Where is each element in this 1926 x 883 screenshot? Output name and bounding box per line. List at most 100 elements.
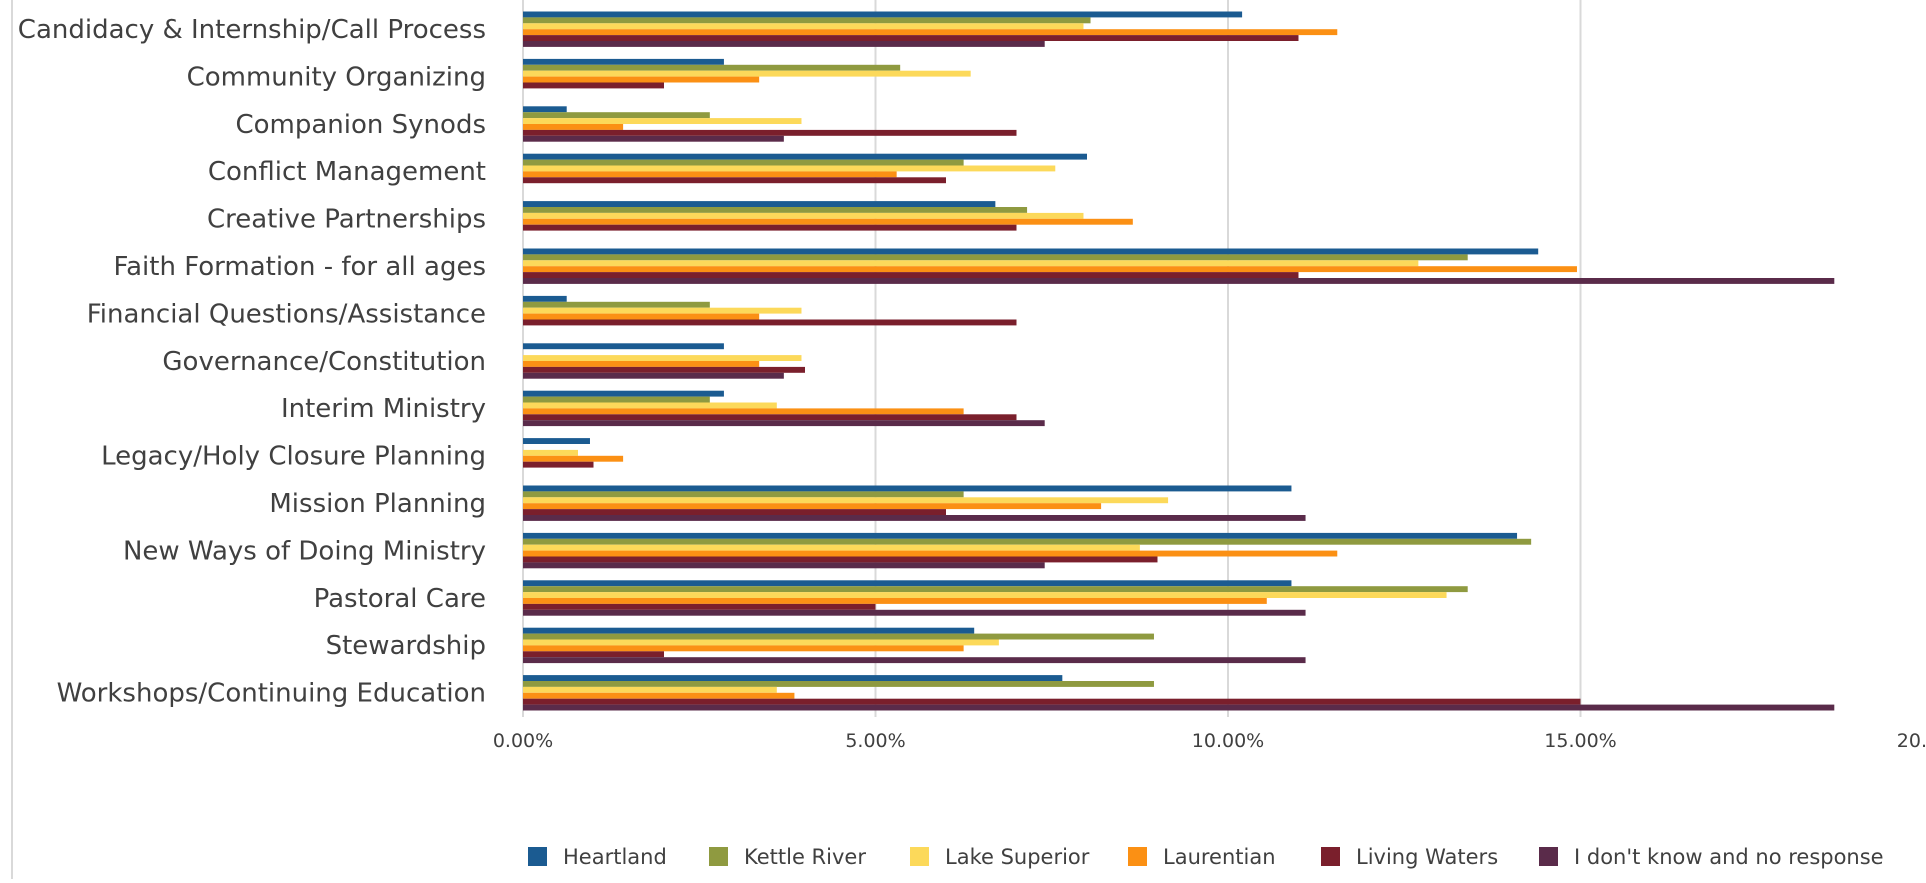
bar-laurentian-governance-constitution <box>523 361 760 367</box>
bar-lake-superior-pastoral-care <box>523 592 1447 598</box>
category-label: Candidacy & Internship/Call Process <box>18 15 486 45</box>
bar-laurentian-financial-questions-assistance <box>523 313 760 320</box>
bar-kettle-river-faith-formation-for-all-ages <box>523 254 1468 261</box>
bar-laurentian-stewardship <box>523 645 964 652</box>
bar-i-don-t-know-and-no-response-faith-formation-for-all-ages <box>523 278 1835 284</box>
category-label: New Ways of Doing Ministry <box>123 536 486 566</box>
bar-living-waters-conflict-management <box>523 177 946 184</box>
bar-kettle-river-creative-partnerships <box>523 207 1028 213</box>
bar-lake-superior-governance-constitution <box>523 355 802 361</box>
bar-laurentian-pastoral-care <box>523 598 1267 604</box>
bar-i-don-t-know-and-no-response-workshops-continuing-education <box>523 704 1835 711</box>
bar-living-waters-faith-formation-for-all-ages <box>523 272 1299 278</box>
bar-heartland-pastoral-care <box>523 580 1292 587</box>
category-label: Faith Formation - for all ages <box>114 252 486 282</box>
bar-kettle-river-conflict-management <box>523 159 964 166</box>
bar-heartland-mission-planning <box>523 485 1292 492</box>
bar-lake-superior-creative-partnerships <box>523 212 1084 219</box>
bar-kettle-river-new-ways-of-doing-ministry <box>523 538 1532 545</box>
legend-swatch-kettle-river <box>709 847 728 866</box>
bar-laurentian-conflict-management <box>523 171 897 178</box>
bar-living-waters-financial-questions-assistance <box>523 319 1017 326</box>
bar-kettle-river-stewardship <box>523 633 1154 640</box>
bar-laurentian-faith-formation-for-all-ages <box>523 266 1577 273</box>
bar-i-don-t-know-and-no-response-candidacy-internship-call-process <box>523 41 1045 47</box>
bar-living-waters-legacy-holy-closure-planning <box>523 461 594 468</box>
bar-living-waters-workshops-continuing-education <box>523 698 1581 705</box>
legend-swatch-heartland <box>528 847 547 866</box>
bar-kettle-river-pastoral-care <box>523 586 1468 593</box>
bar-living-waters-pastoral-care <box>523 603 876 610</box>
bar-i-don-t-know-and-no-response-mission-planning <box>523 515 1306 521</box>
legend-swatch-laurentian <box>1128 847 1147 866</box>
bar-lake-superior-conflict-management <box>523 165 1056 172</box>
bar-living-waters-mission-planning <box>523 509 946 515</box>
x-tick-label: 15.00% <box>1544 730 1616 752</box>
bar-lake-superior-financial-questions-assistance <box>523 307 802 314</box>
bar-laurentian-workshops-continuing-education <box>523 692 795 699</box>
category-label: Mission Planning <box>269 489 486 519</box>
legend-swatch-living-waters <box>1321 847 1340 866</box>
x-tick-label: 0.00% <box>493 730 553 752</box>
bar-laurentian-candidacy-internship-call-process <box>523 29 1338 36</box>
bar-heartland-workshops-continuing-education <box>523 675 1063 681</box>
bar-lake-superior-legacy-holy-closure-planning <box>523 449 578 456</box>
bar-heartland-financial-questions-assistance <box>523 295 567 302</box>
bar-living-waters-stewardship <box>523 651 664 658</box>
bar-heartland-governance-constitution <box>523 343 724 350</box>
bar-lake-superior-interim-ministry <box>523 402 777 409</box>
bar-lake-superior-faith-formation-for-all-ages <box>523 260 1419 267</box>
bar-lake-superior-new-ways-of-doing-ministry <box>523 544 1140 551</box>
bar-laurentian-community-organizing <box>523 76 760 83</box>
category-label: Conflict Management <box>208 157 486 187</box>
category-label: Workshops/Continuing Education <box>57 679 486 709</box>
bar-heartland-conflict-management <box>523 153 1087 160</box>
bar-heartland-companion-synods <box>523 106 567 113</box>
bar-living-waters-creative-partnerships <box>523 224 1017 231</box>
bar-lake-superior-workshops-continuing-education <box>523 686 777 693</box>
bar-kettle-river-workshops-continuing-education <box>523 681 1154 687</box>
bar-lake-superior-community-organizing <box>523 70 971 77</box>
bar-heartland-faith-formation-for-all-ages <box>523 248 1539 255</box>
legend: Heartland Kettle River Lake Superior Lauren… <box>528 845 1884 869</box>
bar-lake-superior-candidacy-internship-call-process <box>523 23 1084 30</box>
category-labels: Candidacy & Internship/Call Process Commu… <box>18 15 486 709</box>
x-tick-label: 20.00% <box>1897 730 1926 752</box>
bar-living-waters-community-organizing <box>523 82 664 89</box>
bar-kettle-river-community-organizing <box>523 64 901 71</box>
legend-label-living-waters: Living Waters <box>1356 845 1498 869</box>
bar-living-waters-new-ways-of-doing-ministry <box>523 556 1158 563</box>
bar-kettle-river-candidacy-internship-call-process <box>523 17 1091 24</box>
bar-kettle-river-financial-questions-assistance <box>523 301 710 308</box>
category-label: Legacy/Holy Closure Planning <box>101 442 486 472</box>
category-label: Financial Questions/Assistance <box>87 299 486 329</box>
category-label: Creative Partnerships <box>207 205 486 235</box>
legend-label-i-don-t-know-and-no-response: I don't know and no response <box>1574 845 1884 869</box>
bar-heartland-creative-partnerships <box>523 201 996 207</box>
category-label: Pastoral Care <box>314 584 486 614</box>
bar-living-waters-candidacy-internship-call-process <box>523 35 1299 41</box>
bar-i-don-t-know-and-no-response-companion-synods <box>523 135 784 142</box>
x-tick-labels: 0.00% 5.00% 10.00% 15.00% 20.00% <box>493 730 1926 752</box>
bar-heartland-legacy-holy-closure-planning <box>523 438 590 444</box>
bars <box>523 11 1835 711</box>
bar-laurentian-creative-partnerships <box>523 218 1133 225</box>
bar-laurentian-interim-ministry <box>523 408 964 415</box>
bar-heartland-interim-ministry <box>523 390 724 397</box>
category-label: Interim Ministry <box>281 394 486 424</box>
legend-label-kettle-river: Kettle River <box>744 845 866 869</box>
bar-living-waters-companion-synods <box>523 129 1017 136</box>
category-label: Companion Synods <box>235 110 486 140</box>
bar-i-don-t-know-and-no-response-new-ways-of-doing-ministry <box>523 562 1045 569</box>
legend-label-heartland: Heartland <box>563 845 667 869</box>
bar-living-waters-governance-constitution <box>523 366 805 373</box>
bar-laurentian-companion-synods <box>523 124 624 130</box>
bar-laurentian-mission-planning <box>523 503 1102 510</box>
bar-kettle-river-interim-ministry <box>523 396 710 403</box>
bar-laurentian-legacy-holy-closure-planning <box>523 455 624 462</box>
legend-swatch-lake-superior <box>910 847 929 866</box>
bar-i-don-t-know-and-no-response-interim-ministry <box>523 420 1045 427</box>
bar-heartland-community-organizing <box>523 58 724 65</box>
